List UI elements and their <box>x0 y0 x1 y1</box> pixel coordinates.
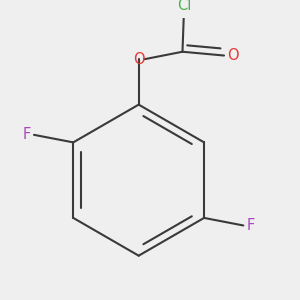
Text: Cl: Cl <box>177 0 191 13</box>
Text: O: O <box>133 52 145 67</box>
Text: F: F <box>22 127 31 142</box>
Text: O: O <box>227 48 239 63</box>
Text: F: F <box>247 218 255 233</box>
